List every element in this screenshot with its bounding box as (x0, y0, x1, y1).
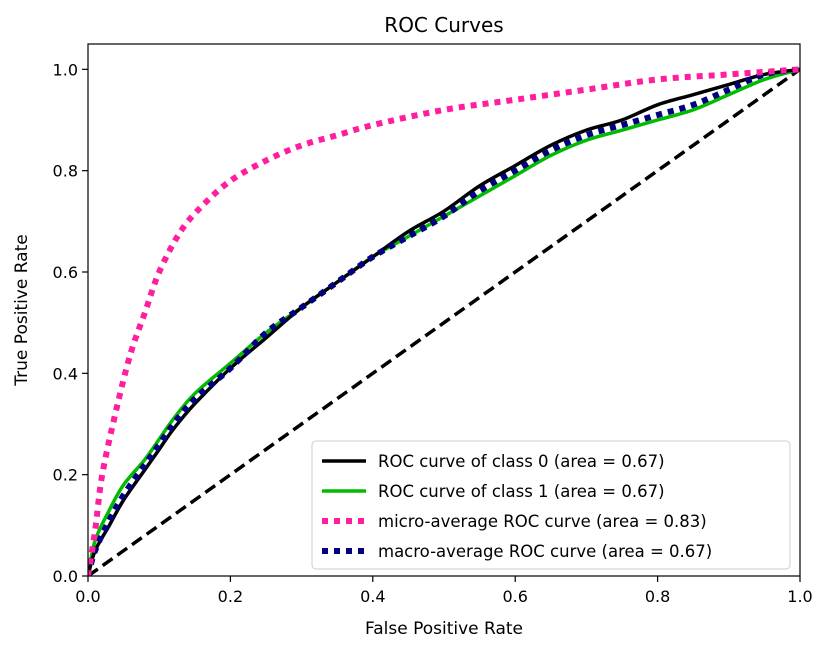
chance-diagonal-line (88, 67, 800, 576)
y-tick-label: 0.2 (53, 466, 78, 485)
y-axis-label: True Positive Rate (12, 234, 32, 386)
legend-label: macro-average ROC curve (area = 0.67) (378, 542, 712, 561)
legend: ROC curve of class 0 (area = 0.67) ROC cu… (311, 440, 791, 570)
y-tick-label: 0.0 (53, 567, 78, 586)
y-tick-label: 1.0 (53, 60, 78, 79)
y-axis-ticks: 0.0 0.2 0.4 0.6 0.8 1.0 (53, 60, 88, 586)
chart-title: ROC Curves (384, 13, 503, 37)
x-tick-label: 1.0 (787, 587, 812, 606)
y-tick-label: 0.8 (53, 162, 78, 181)
plot-frame (87, 43, 801, 577)
x-axis-label: False Positive Rate (365, 619, 523, 639)
x-tick-label: 0.2 (218, 587, 243, 606)
x-axis-ticks: 0.0 0.2 0.4 0.6 0.8 1.0 (75, 576, 813, 606)
macro-average-line (88, 66, 800, 576)
series-layer (88, 66, 800, 576)
y-tick-label: 0.4 (53, 364, 78, 383)
legend-label: ROC curve of class 1 (area = 0.67) (378, 482, 665, 501)
x-tick-label: 0.4 (360, 587, 385, 606)
legend-label: ROC curve of class 0 (area = 0.67) (378, 452, 665, 471)
plot-area (88, 66, 800, 576)
x-tick-label: 0.6 (502, 587, 527, 606)
x-tick-label: 0.8 (645, 587, 670, 606)
x-tick-label: 0.0 (75, 587, 100, 606)
y-tick-label: 0.6 (53, 263, 78, 282)
legend-box (311, 440, 791, 570)
legend-label: micro-average ROC curve (area = 0.83) (378, 512, 707, 531)
